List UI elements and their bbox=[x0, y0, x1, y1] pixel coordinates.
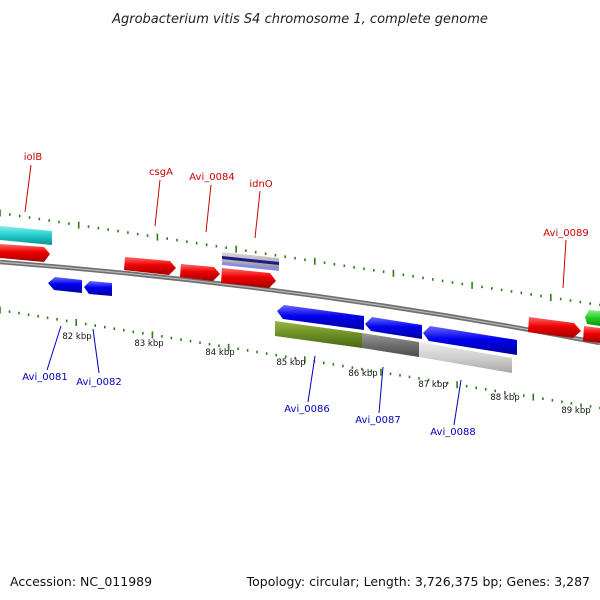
accession-text: Accession: NC_011989 bbox=[10, 574, 152, 589]
gene-label-leader bbox=[92, 328, 100, 374]
gene-label[interactable]: Avi_0087 bbox=[355, 415, 400, 426]
gene-label[interactable]: Avi_0084 bbox=[189, 172, 234, 183]
scale-label: 82 kbp bbox=[62, 332, 91, 342]
gene-feature[interactable] bbox=[583, 326, 600, 343]
scale-label: 89 kbp bbox=[561, 406, 590, 416]
gene-label[interactable]: Avi_0086 bbox=[284, 404, 329, 415]
gene-label[interactable]: idnO bbox=[249, 179, 272, 190]
gene-feature[interactable] bbox=[419, 342, 512, 373]
gene-feature[interactable] bbox=[585, 310, 600, 326]
gene-label[interactable]: Avi_0089 bbox=[543, 228, 588, 239]
gene-label[interactable]: Avi_0082 bbox=[76, 377, 121, 388]
gene-feature[interactable] bbox=[48, 277, 82, 293]
gene-feature[interactable] bbox=[275, 321, 362, 348]
lower-tick-row bbox=[0, 306, 600, 410]
scale-label: 83 kbp bbox=[134, 339, 163, 349]
gene-label-leader bbox=[378, 366, 384, 414]
scale-label: 84 kbp bbox=[205, 348, 234, 358]
gene-feature[interactable] bbox=[277, 305, 364, 330]
gene-feature[interactable] bbox=[362, 333, 419, 357]
gene-label-leader bbox=[254, 190, 261, 239]
gene-feature[interactable] bbox=[528, 317, 581, 338]
scale-label: 85 kbp bbox=[276, 358, 305, 368]
gene-feature[interactable] bbox=[84, 281, 112, 296]
gene-label-leader bbox=[307, 355, 316, 403]
gene-label[interactable]: Avi_0081 bbox=[22, 372, 67, 383]
gene-label[interactable]: csgA bbox=[149, 167, 173, 178]
gene-label-leader bbox=[154, 179, 161, 227]
gene-feature[interactable] bbox=[365, 317, 422, 339]
gene-label-leader bbox=[24, 164, 32, 213]
scale-label: 87 kbp bbox=[418, 380, 447, 390]
scale-label: 88 kbp bbox=[490, 393, 519, 403]
gene-label[interactable]: iolB bbox=[24, 152, 43, 163]
gene-labels: iolB csgA Avi_0084 idnO Avi_0089 Avi_0081 Avi_… bbox=[22, 152, 588, 438]
forward-strand-features bbox=[0, 226, 600, 343]
gene-label[interactable]: Avi_0088 bbox=[430, 427, 475, 438]
gene-label-leader bbox=[453, 379, 462, 426]
gene-label-leader bbox=[205, 184, 212, 233]
gene-label-leader bbox=[562, 239, 567, 289]
gene-feature[interactable] bbox=[221, 268, 276, 288]
genome-summary-text: Topology: circular; Length: 3,726,375 bp… bbox=[246, 574, 590, 589]
map-title: Agrobacterium vitis S4 chromosome 1, com… bbox=[111, 12, 488, 27]
reverse-strand-features bbox=[48, 277, 517, 373]
gene-feature[interactable] bbox=[0, 244, 50, 262]
gene-feature[interactable] bbox=[423, 326, 517, 355]
upper-tick-row bbox=[0, 209, 600, 307]
gene-feature[interactable] bbox=[180, 264, 220, 281]
gene-label-leader bbox=[46, 325, 62, 371]
scale-labels: 82 kbp 83 kbp 84 kbp 85 kbp 86 kbp 87 kbp 88 k… bbox=[62, 332, 590, 416]
gene-feature[interactable] bbox=[124, 257, 176, 275]
gene-feature[interactable] bbox=[0, 226, 52, 245]
scale-label: 86 kbp bbox=[348, 369, 377, 379]
